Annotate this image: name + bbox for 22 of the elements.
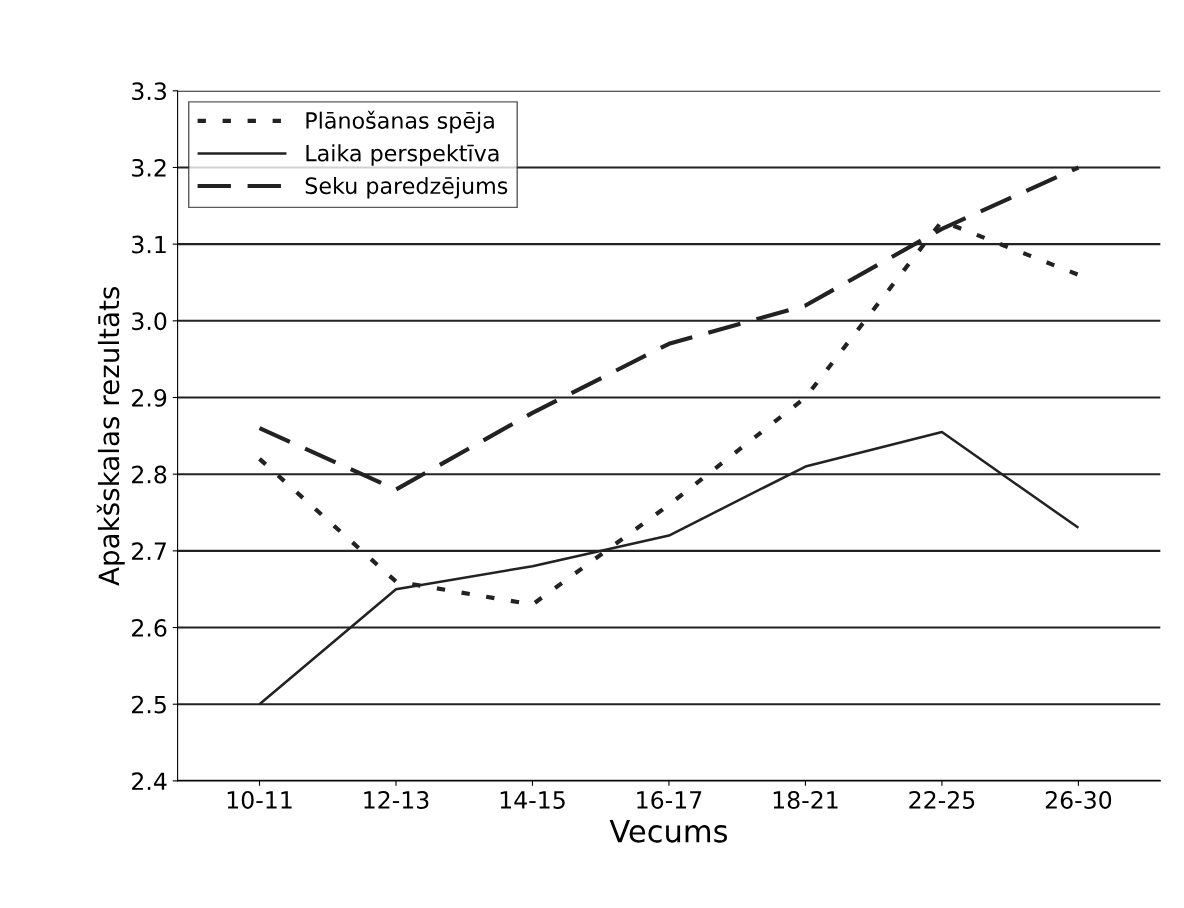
y-tick-label: 2.5: [132, 695, 166, 714]
legend-label: Laika perspektīva: [306, 144, 499, 166]
y-tick-label: 2.6: [132, 618, 167, 637]
y-tick-label: 3.1: [132, 235, 166, 254]
x-tick-label: 22-25: [909, 791, 975, 809]
y-tick-label: 2.7: [132, 542, 166, 560]
y-axis-title: Apakšskalas rezultāts: [96, 286, 125, 586]
x-axis-title: Vecums: [609, 819, 728, 843]
x-tick-label: 18-21: [773, 791, 838, 809]
y-tick-label: 2.9: [132, 388, 167, 407]
x-tick-label: 12-13: [364, 791, 429, 809]
y-tick-label: 3.0: [132, 312, 167, 331]
x-tick-label: 26-30: [1045, 791, 1112, 809]
x-tick-label: 16-17: [637, 791, 702, 809]
x-tick-label: 10-11: [227, 791, 292, 809]
y-tick-label: 3.2: [132, 158, 166, 177]
y-tick-label: 3.3: [132, 82, 166, 101]
y-tick-label: 2.4: [132, 772, 167, 790]
legend-label: Plānošanas spēja: [306, 110, 494, 134]
legend-label: Seku paredzējums: [305, 176, 508, 199]
y-tick-label: 2.8: [132, 465, 167, 484]
x-tick-label: 14-15: [500, 791, 565, 809]
